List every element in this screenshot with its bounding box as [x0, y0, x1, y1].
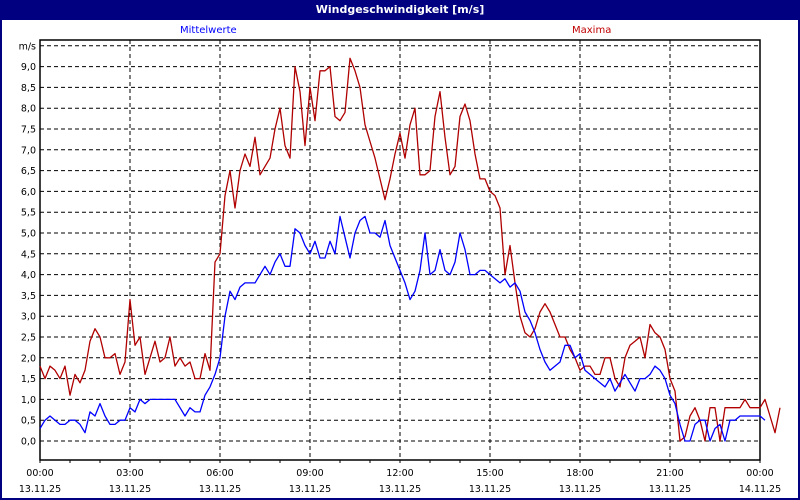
x-tick-time: 18:00 [566, 468, 593, 479]
x-tick-time: 12:00 [386, 468, 413, 479]
x-tick-time: 21:00 [656, 468, 683, 479]
y-tick-label: 6,5 [21, 166, 36, 177]
x-tick-date: 13.11.25 [199, 484, 241, 495]
x-tick-time: 03:00 [116, 468, 143, 479]
y-tick-label: 2,0 [21, 353, 36, 364]
series-mittelwerte-line [39, 215, 766, 442]
y-tick-label: 4,5 [21, 249, 36, 260]
plot-frame [39, 39, 761, 461]
x-tick-date: 13.11.25 [469, 484, 511, 495]
y-tick-label: 7,0 [21, 145, 36, 156]
y-tick-label: 8,0 [21, 104, 36, 115]
chart-panel: Mittelwerte Maxima 0,0 0,5 1,0 1,5 2,0 2,5 3,0… [2, 20, 798, 498]
y-tick-label: 1,5 [21, 374, 36, 385]
y-tick-label: 1,0 [21, 395, 36, 406]
y-tick-label: 5,5 [21, 208, 36, 219]
y-tick-label: 3,0 [21, 312, 36, 323]
legend-max: Maxima [572, 25, 612, 36]
y-tick-label: 5,0 [21, 229, 36, 240]
y-tick-label: 0,5 [21, 416, 36, 427]
y-tick-label: 7,5 [21, 125, 36, 136]
x-tick-date: 13.11.25 [649, 484, 691, 495]
x-tick-time: 06:00 [206, 468, 233, 479]
x-tick-time: 00:00 [746, 468, 773, 479]
x-tick-date: 13.11.25 [289, 484, 331, 495]
line-chart: 0,0 0,5 1,0 1,5 2,0 2,5 3,0 3,5 4,0 4,5 5,0 5,5 6,0 6… [19, 39, 781, 495]
y-tick-label: 6,0 [21, 187, 36, 198]
x-tick-date: 13.11.25 [19, 484, 61, 495]
x-tick-date: 14.11.25 [739, 484, 781, 495]
x-tick-date: 13.11.25 [559, 484, 601, 495]
y-tick-label: 3,5 [21, 291, 36, 302]
x-tick-time: 09:00 [296, 468, 323, 479]
x-tick-time: 15:00 [476, 468, 503, 479]
x-tick-date: 13.11.25 [379, 484, 421, 495]
series-maxima-line [39, 57, 781, 442]
x-tick-date: 13.11.25 [109, 484, 151, 495]
y-tick-label: 2,5 [21, 333, 36, 344]
y-axis-unit: m/s [19, 41, 36, 52]
x-tick-time: 00:00 [26, 468, 53, 479]
legend-mean: Mittelwerte [180, 25, 237, 36]
y-tick-label: 4,0 [21, 270, 36, 281]
y-tick-label: 9,0 [21, 62, 36, 73]
window-title: Windgeschwindigkeit [m/s] [315, 3, 485, 16]
y-tick-label: 8,5 [21, 83, 36, 94]
y-tick-label: 0,0 [21, 437, 36, 448]
